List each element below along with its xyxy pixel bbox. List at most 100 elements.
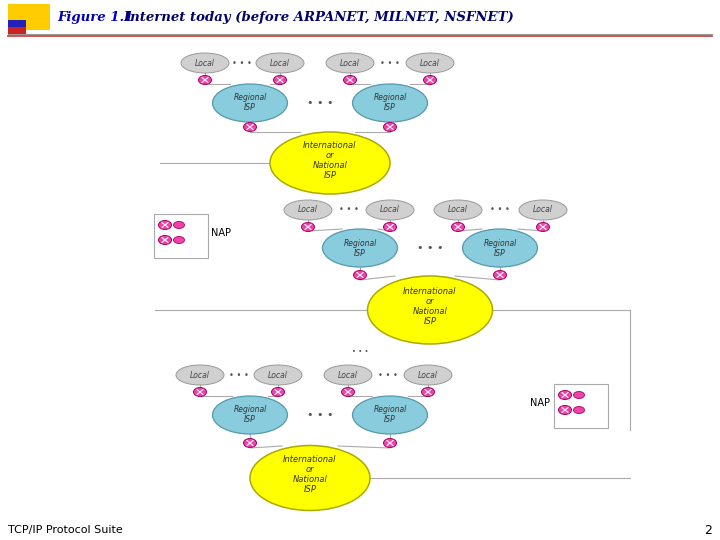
- Ellipse shape: [243, 438, 256, 448]
- Ellipse shape: [174, 221, 184, 228]
- Text: Local: Local: [448, 206, 468, 214]
- Ellipse shape: [353, 84, 428, 122]
- Text: • • •: • • •: [417, 243, 444, 253]
- Ellipse shape: [406, 53, 454, 73]
- Ellipse shape: [176, 365, 224, 385]
- Text: Internet today (before ARPANET, MILNET, NSFNET): Internet today (before ARPANET, MILNET, …: [110, 11, 514, 24]
- Ellipse shape: [194, 388, 207, 396]
- Text: ISP: ISP: [423, 318, 436, 327]
- Ellipse shape: [434, 200, 482, 220]
- Text: Local: Local: [418, 370, 438, 380]
- Ellipse shape: [199, 76, 212, 84]
- Ellipse shape: [559, 390, 572, 400]
- Ellipse shape: [284, 200, 332, 220]
- Text: 2: 2: [704, 523, 712, 537]
- Ellipse shape: [326, 53, 374, 73]
- Ellipse shape: [212, 84, 287, 122]
- FancyBboxPatch shape: [8, 4, 50, 30]
- Text: Local: Local: [190, 370, 210, 380]
- Ellipse shape: [324, 365, 372, 385]
- Ellipse shape: [341, 388, 354, 396]
- Text: Regional: Regional: [233, 93, 266, 103]
- Ellipse shape: [158, 235, 171, 245]
- FancyBboxPatch shape: [8, 27, 26, 34]
- Text: Regional: Regional: [374, 93, 407, 103]
- Ellipse shape: [559, 406, 572, 415]
- Text: • • •: • • •: [307, 98, 333, 108]
- Ellipse shape: [174, 237, 184, 244]
- Ellipse shape: [366, 200, 414, 220]
- Text: ISP: ISP: [494, 248, 506, 258]
- Ellipse shape: [250, 446, 370, 510]
- Ellipse shape: [367, 276, 492, 344]
- Ellipse shape: [181, 53, 229, 73]
- Ellipse shape: [384, 438, 397, 448]
- Ellipse shape: [353, 396, 428, 434]
- Text: ISP: ISP: [244, 104, 256, 112]
- Text: • • •: • • •: [232, 58, 252, 68]
- Text: Figure 1.1: Figure 1.1: [57, 11, 133, 24]
- Text: ISP: ISP: [244, 415, 256, 424]
- Text: Regional: Regional: [343, 239, 377, 247]
- Ellipse shape: [421, 388, 434, 396]
- Ellipse shape: [274, 76, 287, 84]
- Text: or: or: [426, 298, 434, 307]
- Text: NAP: NAP: [530, 398, 550, 408]
- Text: Local: Local: [298, 206, 318, 214]
- Text: or: or: [306, 465, 315, 475]
- Text: National: National: [413, 307, 447, 316]
- Text: • • •: • • •: [380, 58, 400, 68]
- FancyBboxPatch shape: [554, 384, 608, 428]
- Text: ISP: ISP: [384, 104, 396, 112]
- Text: or: or: [325, 151, 334, 159]
- Ellipse shape: [536, 222, 549, 232]
- Ellipse shape: [519, 200, 567, 220]
- Text: International: International: [403, 287, 456, 296]
- Ellipse shape: [451, 222, 464, 232]
- Text: Local: Local: [420, 58, 440, 68]
- Text: Local: Local: [380, 206, 400, 214]
- Ellipse shape: [574, 392, 585, 399]
- Ellipse shape: [158, 220, 171, 230]
- Text: National: National: [292, 476, 328, 484]
- Text: • • •: • • •: [490, 206, 510, 214]
- Ellipse shape: [254, 365, 302, 385]
- Text: Local: Local: [533, 206, 553, 214]
- Text: ISP: ISP: [323, 171, 336, 179]
- Text: ISP: ISP: [354, 248, 366, 258]
- FancyBboxPatch shape: [154, 214, 208, 258]
- Text: Local: Local: [338, 370, 358, 380]
- Ellipse shape: [302, 222, 315, 232]
- Text: • • •: • • •: [378, 370, 398, 380]
- Ellipse shape: [243, 123, 256, 132]
- Ellipse shape: [343, 76, 356, 84]
- Text: Regional: Regional: [483, 239, 517, 247]
- Text: International: International: [283, 456, 337, 464]
- Text: Regional: Regional: [233, 406, 266, 415]
- FancyBboxPatch shape: [8, 20, 26, 34]
- Ellipse shape: [493, 271, 506, 280]
- Ellipse shape: [462, 229, 538, 267]
- Text: Local: Local: [270, 58, 290, 68]
- Ellipse shape: [423, 76, 436, 84]
- Ellipse shape: [404, 365, 452, 385]
- Ellipse shape: [323, 229, 397, 267]
- Ellipse shape: [271, 388, 284, 396]
- Text: National: National: [312, 160, 348, 170]
- Text: ISP: ISP: [304, 485, 316, 495]
- Ellipse shape: [212, 396, 287, 434]
- Text: Local: Local: [340, 58, 360, 68]
- Ellipse shape: [256, 53, 304, 73]
- Ellipse shape: [270, 132, 390, 194]
- Ellipse shape: [384, 123, 397, 132]
- Ellipse shape: [384, 222, 397, 232]
- Text: • • •: • • •: [229, 370, 249, 380]
- Text: NAP: NAP: [211, 228, 231, 238]
- Ellipse shape: [354, 271, 366, 280]
- Text: Local: Local: [268, 370, 288, 380]
- Text: TCP/IP Protocol Suite: TCP/IP Protocol Suite: [8, 525, 122, 535]
- Ellipse shape: [574, 407, 585, 414]
- Text: Regional: Regional: [374, 406, 407, 415]
- Text: • • •: • • •: [352, 349, 368, 355]
- Text: • • •: • • •: [339, 206, 359, 214]
